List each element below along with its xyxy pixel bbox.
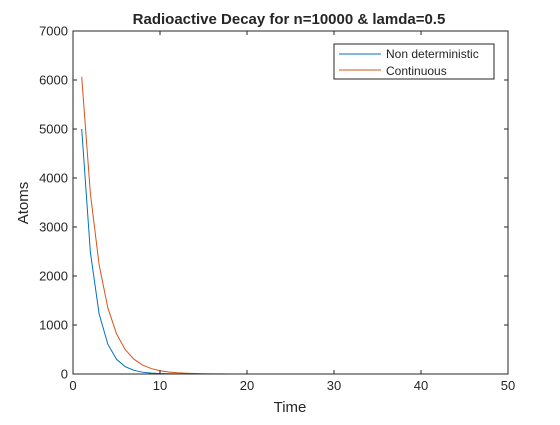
x-axis-label: Time	[274, 399, 307, 416]
legend-label-non-deterministic: Non deterministic	[386, 47, 479, 61]
legend-label-continuous: Continuous	[386, 64, 447, 78]
x-tick-label: 10	[153, 378, 167, 393]
x-tick-label: 20	[240, 378, 254, 393]
y-tick-label: 6000	[39, 73, 68, 88]
y-tick-label: 3000	[39, 220, 68, 235]
x-tick-label: 30	[327, 378, 341, 393]
x-tick-label: 40	[414, 378, 428, 393]
y-axis-label: Atoms	[15, 182, 32, 225]
y-tick-label: 2000	[39, 269, 68, 284]
x-tick-label: 50	[501, 378, 515, 393]
plot-area	[73, 31, 508, 374]
y-tick-label: 1000	[39, 318, 68, 333]
y-tick-label: 0	[61, 367, 68, 382]
y-tick-label: 7000	[39, 24, 68, 39]
y-tick-label: 4000	[39, 171, 68, 186]
y-tick-label: 5000	[39, 122, 68, 137]
chart-title: Radioactive Decay for n=10000 & lamda=0.…	[133, 11, 446, 28]
legend: Non deterministic Continuous	[334, 44, 494, 79]
x-tick-label: 0	[69, 378, 76, 393]
